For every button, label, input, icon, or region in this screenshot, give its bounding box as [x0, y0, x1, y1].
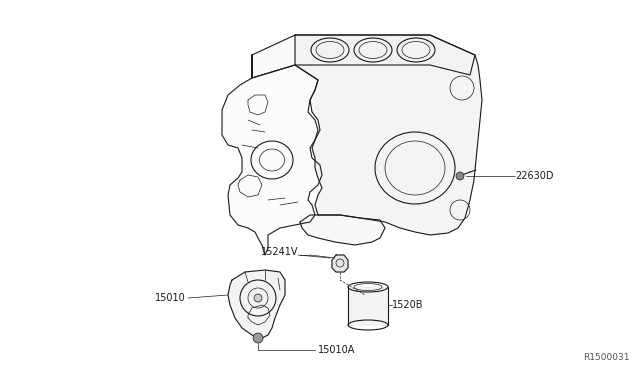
Text: R1500031: R1500031 — [584, 353, 630, 362]
Polygon shape — [300, 215, 385, 245]
Polygon shape — [332, 255, 348, 272]
Polygon shape — [252, 35, 475, 78]
Text: 15010A: 15010A — [318, 345, 355, 355]
Text: 1520B: 1520B — [392, 300, 424, 310]
Circle shape — [254, 294, 262, 302]
Text: 15241V: 15241V — [260, 247, 298, 257]
Circle shape — [456, 172, 464, 180]
Polygon shape — [222, 55, 322, 255]
Polygon shape — [348, 287, 388, 325]
Circle shape — [253, 333, 263, 343]
Polygon shape — [295, 35, 482, 235]
Text: 22630D: 22630D — [515, 171, 554, 181]
Polygon shape — [228, 270, 285, 338]
Text: 15010: 15010 — [156, 293, 186, 303]
